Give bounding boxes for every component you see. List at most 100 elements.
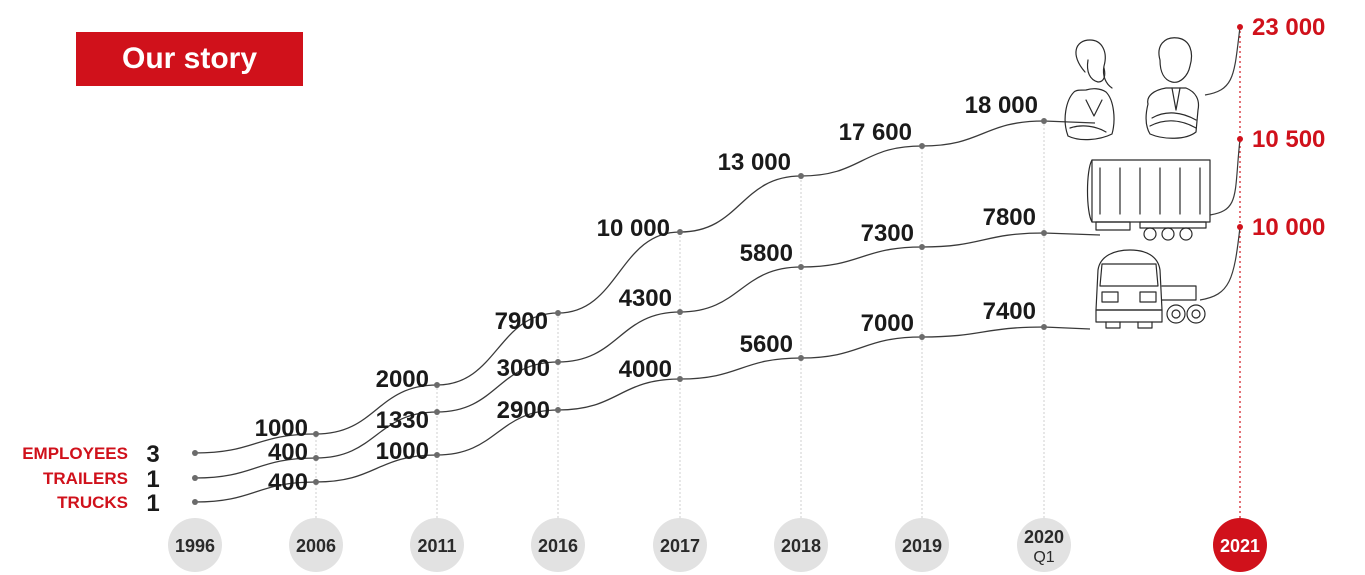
year-label-2011: 2011 — [417, 536, 456, 556]
truck-stroke — [1166, 304, 1186, 324]
people-stroke — [1064, 88, 1115, 141]
year-circle-2017 — [653, 518, 707, 572]
people-stroke — [1171, 87, 1181, 111]
year-label-2018: 2018 — [781, 536, 821, 556]
data-label: 7400 — [983, 298, 1036, 325]
year-circle-2019 — [895, 518, 949, 572]
data-label: 1330 — [376, 407, 429, 434]
year-circle-2006 — [289, 518, 343, 572]
year-label-2019: 2019 — [902, 536, 942, 556]
data-point — [1041, 324, 1047, 330]
people-stroke — [1086, 59, 1106, 83]
business-people-icon — [1064, 37, 1200, 141]
series-connector-employees — [1043, 120, 1096, 124]
data-point — [434, 409, 440, 415]
series-label-trailers: TRAILERS — [43, 469, 128, 488]
truck-icon — [1095, 249, 1206, 329]
year-label-2016: 2016 — [538, 536, 578, 556]
people-stroke — [1075, 39, 1113, 89]
data-point — [192, 475, 198, 481]
data-label: 7900 — [495, 308, 548, 335]
data-label: 5600 — [740, 331, 793, 358]
data-label: 1000 — [255, 415, 308, 442]
year-circle-2011 — [410, 518, 464, 572]
year-circle-2020 — [1017, 518, 1071, 572]
people-stroke — [1145, 87, 1200, 139]
data-point — [919, 143, 925, 149]
trailer-stroke — [1086, 159, 1093, 223]
year-label-2020: 2020 — [1024, 527, 1064, 547]
data-label: 2900 — [497, 397, 550, 424]
truck-stroke — [1186, 304, 1206, 324]
data-point — [555, 407, 561, 413]
series-label-employees: EMPLOYEES — [22, 444, 128, 463]
year-circle-1996 — [168, 518, 222, 572]
series-line-trailers — [194, 232, 1045, 479]
data-label: 4000 — [619, 356, 672, 383]
trailer-stroke — [1091, 159, 1211, 223]
year-label-1996: 1996 — [175, 536, 215, 556]
data-point — [313, 455, 319, 461]
data-label: 5800 — [740, 240, 793, 267]
data-label: 7300 — [861, 220, 914, 247]
truck-stroke — [1101, 291, 1157, 303]
data-point — [677, 309, 683, 315]
year-label-2017: 2017 — [660, 536, 700, 556]
data-point — [1041, 118, 1047, 124]
data-label: 10 500 — [1252, 126, 1325, 153]
series-line-trucks — [194, 326, 1045, 503]
data-label: 13 000 — [718, 149, 791, 176]
page-title: Our story — [76, 32, 303, 86]
data-point — [555, 310, 561, 316]
truck-stroke — [1095, 249, 1163, 311]
data-point — [677, 229, 683, 235]
series-line-employees — [194, 120, 1045, 454]
data-point — [919, 244, 925, 250]
truck-stroke — [1105, 321, 1153, 329]
series-connector-trailers — [1043, 232, 1101, 236]
data-label: 400 — [268, 439, 308, 466]
data-label: 1000 — [376, 438, 429, 465]
truck-stroke — [1191, 309, 1201, 319]
trailer-stroke — [1139, 221, 1207, 229]
data-point — [1041, 230, 1047, 236]
series-start-value: 3 — [146, 441, 159, 468]
series-start-value: 1 — [146, 490, 159, 517]
year-circle-2021 — [1213, 518, 1267, 572]
trailer-icon — [1086, 159, 1211, 241]
people-stroke — [1069, 125, 1107, 133]
series-connector-trucks — [1043, 326, 1091, 330]
year-label-2006: 2006 — [296, 536, 336, 556]
year-circle-2016 — [531, 518, 585, 572]
data-point — [1237, 136, 1243, 142]
data-point — [555, 359, 561, 365]
data-point — [798, 264, 804, 270]
data-label: 7800 — [983, 204, 1036, 231]
data-label: 23 000 — [1252, 14, 1325, 41]
data-point — [313, 431, 319, 437]
truck-stroke — [1171, 309, 1181, 319]
data-label: 10 000 — [597, 215, 670, 242]
data-point — [192, 450, 198, 456]
truck-stroke — [1099, 263, 1159, 287]
year-sublabel: Q1 — [1033, 549, 1054, 566]
data-label: 18 000 — [965, 92, 1038, 119]
series-connector-end-employees — [1204, 26, 1241, 96]
truck-stroke — [1161, 285, 1197, 301]
trailer-stroke — [1095, 221, 1131, 231]
people-stroke — [1149, 120, 1197, 129]
data-point — [1237, 224, 1243, 230]
truck-stroke — [1095, 309, 1163, 323]
data-label: 17 600 — [839, 119, 912, 146]
data-label: 7000 — [861, 310, 914, 337]
year-label-2021: 2021 — [1220, 536, 1260, 556]
trailer-stroke — [1161, 227, 1175, 241]
year-circle-2018 — [774, 518, 828, 572]
data-point — [1237, 24, 1243, 30]
people-stroke — [1151, 112, 1197, 121]
data-label: 3000 — [497, 355, 550, 382]
series-start-value: 1 — [146, 466, 159, 493]
series-label-trucks: TRUCKS — [57, 493, 128, 512]
